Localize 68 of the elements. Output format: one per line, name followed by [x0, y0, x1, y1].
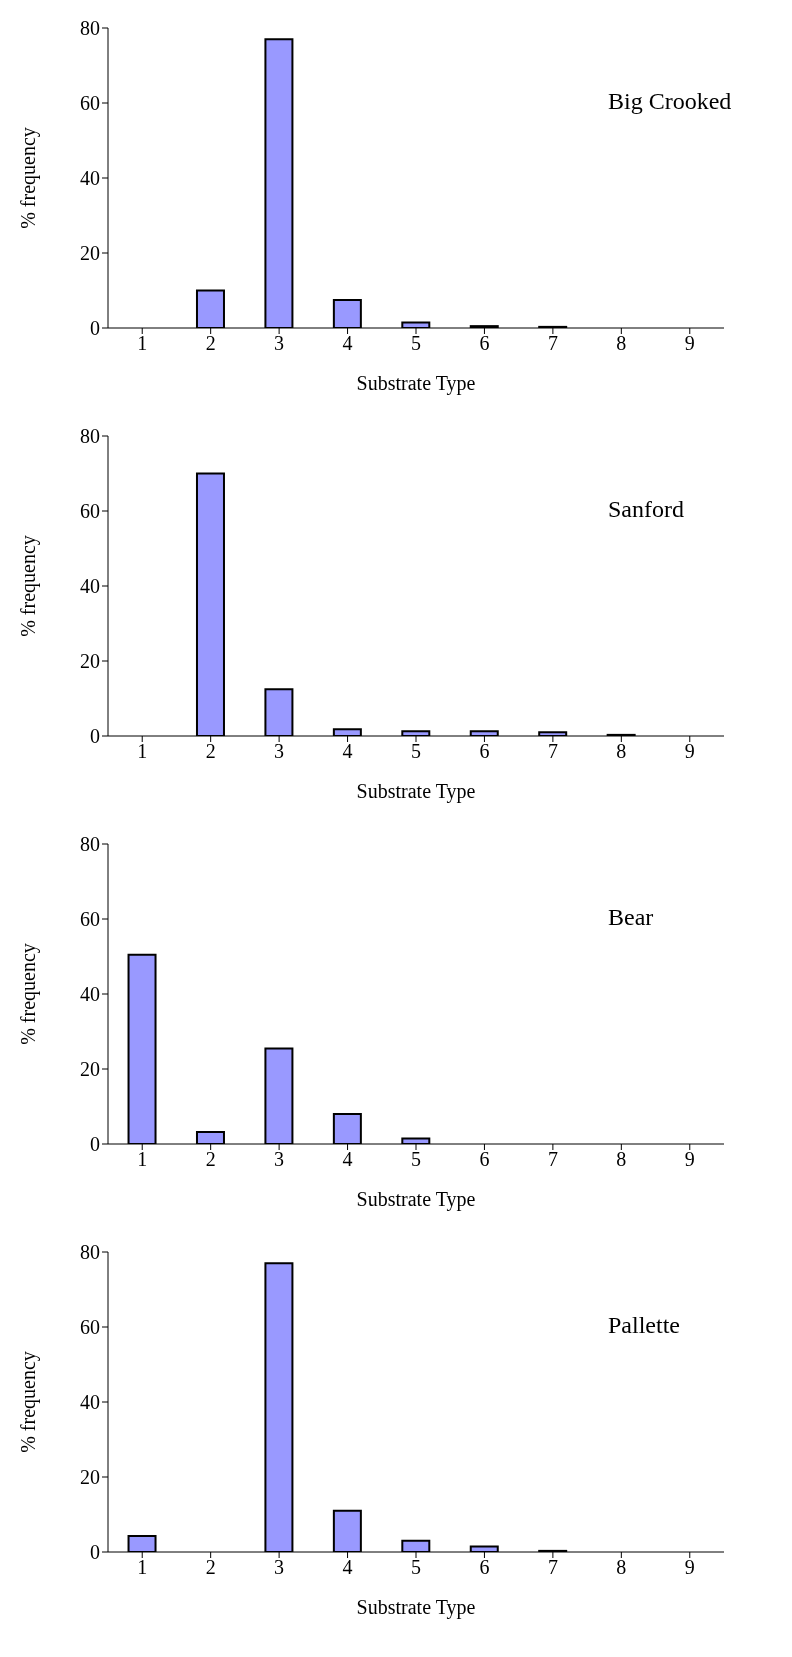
y-tick-label: 20: [80, 242, 100, 265]
annotation: Pallette: [608, 1312, 680, 1339]
y-tick-label: 80: [80, 17, 100, 40]
y-axis-title: % frequency: [17, 1351, 41, 1453]
y-tick-label: 60: [80, 908, 100, 931]
x-tick-label: 8: [616, 1148, 627, 1171]
x-tick-label: 1: [137, 332, 148, 355]
x-tick-label: 9: [684, 1556, 695, 1579]
annotation: Bear: [608, 904, 654, 931]
x-tick-label: 3: [274, 740, 285, 763]
x-tick-label: 4: [342, 332, 353, 355]
annotation: Sanford: [608, 496, 684, 523]
x-tick-label: 8: [616, 332, 627, 355]
y-axis-title: % frequency: [17, 127, 41, 229]
y-tick-label: 60: [80, 1316, 100, 1339]
x-tick-label: 3: [274, 332, 285, 355]
x-tick-label: 7: [547, 1148, 558, 1171]
y-tick-label: 0: [90, 317, 100, 340]
x-tick-label: 1: [137, 1148, 148, 1171]
y-axis-title: % frequency: [17, 943, 41, 1045]
x-tick-label: 9: [684, 332, 695, 355]
x-tick-label: 5: [411, 1556, 421, 1579]
x-axis-title: Substrate Type: [356, 780, 476, 803]
y-tick-label: 60: [80, 92, 100, 115]
x-tick-label: 6: [479, 740, 490, 763]
x-axis-title: Substrate Type: [356, 1188, 476, 1211]
x-tick-label: 9: [684, 1148, 695, 1171]
x-tick-label: 1: [137, 1556, 148, 1579]
annotation: Big Crooked: [608, 88, 732, 115]
x-tick-label: 9: [684, 740, 695, 763]
y-tick-label: 0: [90, 1541, 100, 1564]
x-tick-label: 5: [411, 740, 421, 763]
y-tick-label: 80: [80, 1241, 100, 1264]
x-tick-label: 5: [411, 332, 421, 355]
y-tick-label: 40: [80, 167, 100, 190]
x-tick-label: 6: [479, 1148, 490, 1171]
y-tick-label: 40: [80, 983, 100, 1006]
y-axis-title: % frequency: [17, 535, 41, 637]
x-tick-label: 7: [547, 740, 558, 763]
x-tick-label: 2: [205, 332, 216, 355]
y-tick-label: 20: [80, 1058, 100, 1081]
y-tick-label: 0: [90, 1133, 100, 1156]
y-tick-label: 80: [80, 425, 100, 448]
x-tick-label: 8: [616, 1556, 627, 1579]
x-tick-label: 6: [479, 1556, 490, 1579]
x-axis-title: Substrate Type: [356, 372, 476, 395]
x-tick-label: 7: [547, 1556, 558, 1579]
x-tick-label: 4: [342, 1556, 353, 1579]
x-tick-label: 3: [274, 1556, 285, 1579]
x-axis-title: Substrate Type: [356, 1596, 476, 1619]
y-tick-label: 80: [80, 833, 100, 856]
x-tick-label: 1: [137, 740, 148, 763]
y-tick-label: 20: [80, 1466, 100, 1489]
y-tick-label: 20: [80, 650, 100, 673]
y-tick-label: 40: [80, 1391, 100, 1414]
x-tick-label: 7: [547, 332, 558, 355]
x-tick-label: 3: [274, 1148, 285, 1171]
y-tick-label: 0: [90, 725, 100, 748]
x-tick-label: 8: [616, 740, 627, 763]
x-tick-label: 2: [205, 740, 216, 763]
y-tick-label: 60: [80, 500, 100, 523]
x-tick-label: 5: [411, 1148, 421, 1171]
x-tick-label: 2: [205, 1148, 216, 1171]
x-tick-label: 6: [479, 332, 490, 355]
x-tick-label: 4: [342, 1148, 353, 1171]
y-tick-label: 40: [80, 575, 100, 598]
x-tick-label: 4: [342, 740, 353, 763]
x-tick-label: 2: [205, 1556, 216, 1579]
